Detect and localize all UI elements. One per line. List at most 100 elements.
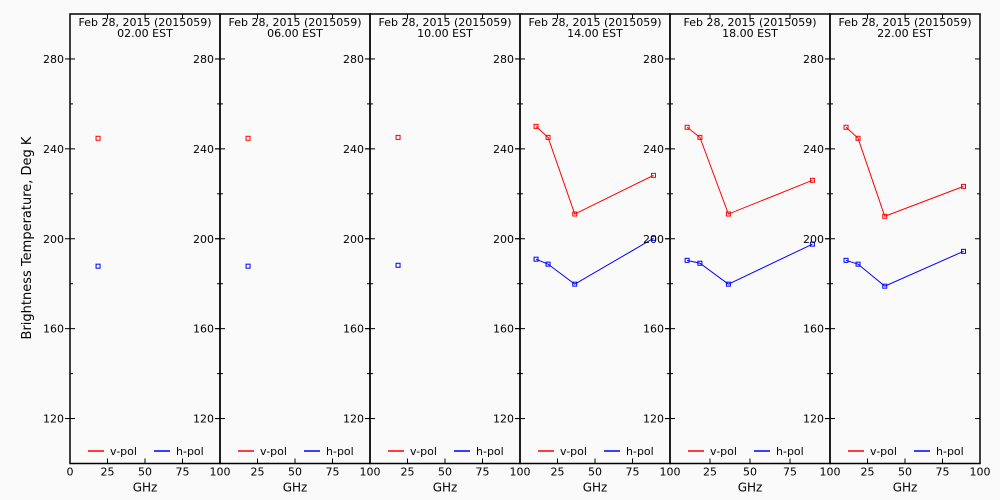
series-line-v-pol	[686, 126, 813, 215]
panel-title: Feb 28, 2015 (2015059)	[683, 16, 816, 29]
x-tick-label: 100	[660, 466, 681, 479]
legend-label-v-pol: v-pol	[260, 445, 287, 458]
x-axis-label: GHz	[583, 481, 608, 495]
x-tick-label: 75	[326, 466, 340, 479]
legend-label-h-pol: h-pol	[776, 445, 804, 458]
x-tick-label: 50	[743, 466, 757, 479]
y-tick-label: 160	[493, 323, 514, 336]
x-axis-label: GHz	[133, 481, 158, 495]
x-tick-label: 25	[401, 466, 415, 479]
y-tick-label: 200	[43, 233, 64, 246]
data-point-h-pol	[95, 263, 101, 269]
data-point-v-pol	[725, 211, 731, 217]
x-tick-label: 50	[898, 466, 912, 479]
series-line-v-pol	[845, 126, 964, 217]
data-point-v-pol	[882, 213, 888, 219]
x-tick-label: 100	[360, 466, 381, 479]
y-tick-label: 200	[643, 233, 664, 246]
x-tick-label: 100	[820, 466, 841, 479]
panel-title: Feb 28, 2015 (2015059)	[528, 16, 661, 29]
x-tick-label: 25	[551, 466, 565, 479]
data-point-h-pol	[843, 257, 849, 263]
y-tick-label: 200	[193, 233, 214, 246]
legend-label-v-pol: v-pol	[410, 445, 437, 458]
legend-label-v-pol: v-pol	[110, 445, 137, 458]
x-tick-label: 25	[101, 466, 115, 479]
legend-label-h-pol: h-pol	[476, 445, 504, 458]
y-axis-label: Brightness Temperature, Deg K	[20, 136, 35, 339]
data-point-v-pol	[809, 177, 815, 183]
data-point-h-pol	[533, 256, 539, 262]
x-tick-label: 25	[251, 466, 265, 479]
y-tick-label: 280	[343, 53, 364, 66]
x-tick-label: 75	[176, 466, 190, 479]
legend-label-v-pol: v-pol	[560, 445, 587, 458]
y-tick-label: 280	[643, 53, 664, 66]
series-line-v-pol	[535, 126, 654, 215]
data-point-v-pol	[245, 135, 251, 141]
panel-title: Feb 28, 2015 (2015059)	[838, 16, 971, 29]
x-tick-label: 100	[510, 466, 531, 479]
panel-subtitle: 02.00 EST	[117, 27, 173, 40]
y-tick-label: 120	[493, 413, 514, 426]
legend-label-v-pol: v-pol	[870, 445, 897, 458]
y-tick-label: 120	[193, 413, 214, 426]
series-line-h-pol	[535, 237, 654, 285]
y-tick-label: 240	[803, 143, 824, 156]
data-point-v-pol	[95, 135, 101, 141]
data-point-h-pol	[855, 261, 861, 267]
legend-label-h-pol: h-pol	[176, 445, 204, 458]
data-point-h-pol	[725, 281, 731, 287]
legend-label-h-pol: h-pol	[326, 445, 354, 458]
data-point-h-pol	[809, 241, 815, 247]
data-point-v-pol	[395, 134, 401, 140]
y-tick-label: 280	[803, 53, 824, 66]
x-tick-label: 50	[588, 466, 602, 479]
y-tick-label: 120	[43, 413, 64, 426]
x-axis-label: GHz	[893, 481, 918, 495]
panel-subtitle: 18.00 EST	[722, 27, 778, 40]
panel-subtitle: 10.00 EST	[417, 27, 473, 40]
y-tick-label: 240	[43, 143, 64, 156]
data-point-h-pol	[697, 260, 703, 266]
legend-label-h-pol: h-pol	[626, 445, 654, 458]
legend-label-h-pol: h-pol	[936, 445, 964, 458]
x-tick-label: 100	[210, 466, 231, 479]
x-axis-label: GHz	[738, 481, 763, 495]
y-tick-label: 200	[803, 233, 824, 246]
panel-title: Feb 28, 2015 (2015059)	[228, 16, 361, 29]
panel-subtitle: 06.00 EST	[267, 27, 323, 40]
y-tick-label: 240	[193, 143, 214, 156]
y-tick-label: 160	[43, 323, 64, 336]
y-tick-label: 200	[343, 233, 364, 246]
x-axis-label: GHz	[283, 481, 308, 495]
x-tick-label: 75	[626, 466, 640, 479]
series-line-h-pol	[687, 243, 813, 285]
data-point-v-pol	[961, 183, 966, 189]
x-tick-label: 75	[476, 466, 490, 479]
data-point-h-pol	[395, 262, 401, 268]
y-tick-label: 280	[193, 53, 214, 66]
data-point-h-pol	[882, 283, 888, 289]
x-tick-label: 75	[783, 466, 797, 479]
data-point-v-pol	[843, 124, 849, 130]
panel-frame	[829, 13, 981, 465]
panel-subtitle: 14.00 EST	[567, 27, 623, 40]
panel-title: Feb 28, 2015 (2015059)	[78, 16, 211, 29]
x-tick-label: 100	[970, 466, 991, 479]
data-point-h-pol	[651, 235, 656, 241]
data-point-h-pol	[245, 263, 251, 269]
data-point-h-pol	[961, 248, 966, 254]
y-tick-label: 280	[493, 53, 514, 66]
data-point-h-pol	[572, 281, 578, 287]
data-point-v-pol	[684, 124, 690, 130]
panel-title: Feb 28, 2015 (2015059)	[378, 16, 511, 29]
y-tick-label: 120	[643, 413, 664, 426]
x-tick-label: 75	[936, 466, 950, 479]
y-tick-label: 120	[803, 413, 824, 426]
x-tick-label: 50	[438, 466, 452, 479]
data-point-h-pol	[684, 257, 690, 263]
y-tick-label: 280	[43, 53, 64, 66]
